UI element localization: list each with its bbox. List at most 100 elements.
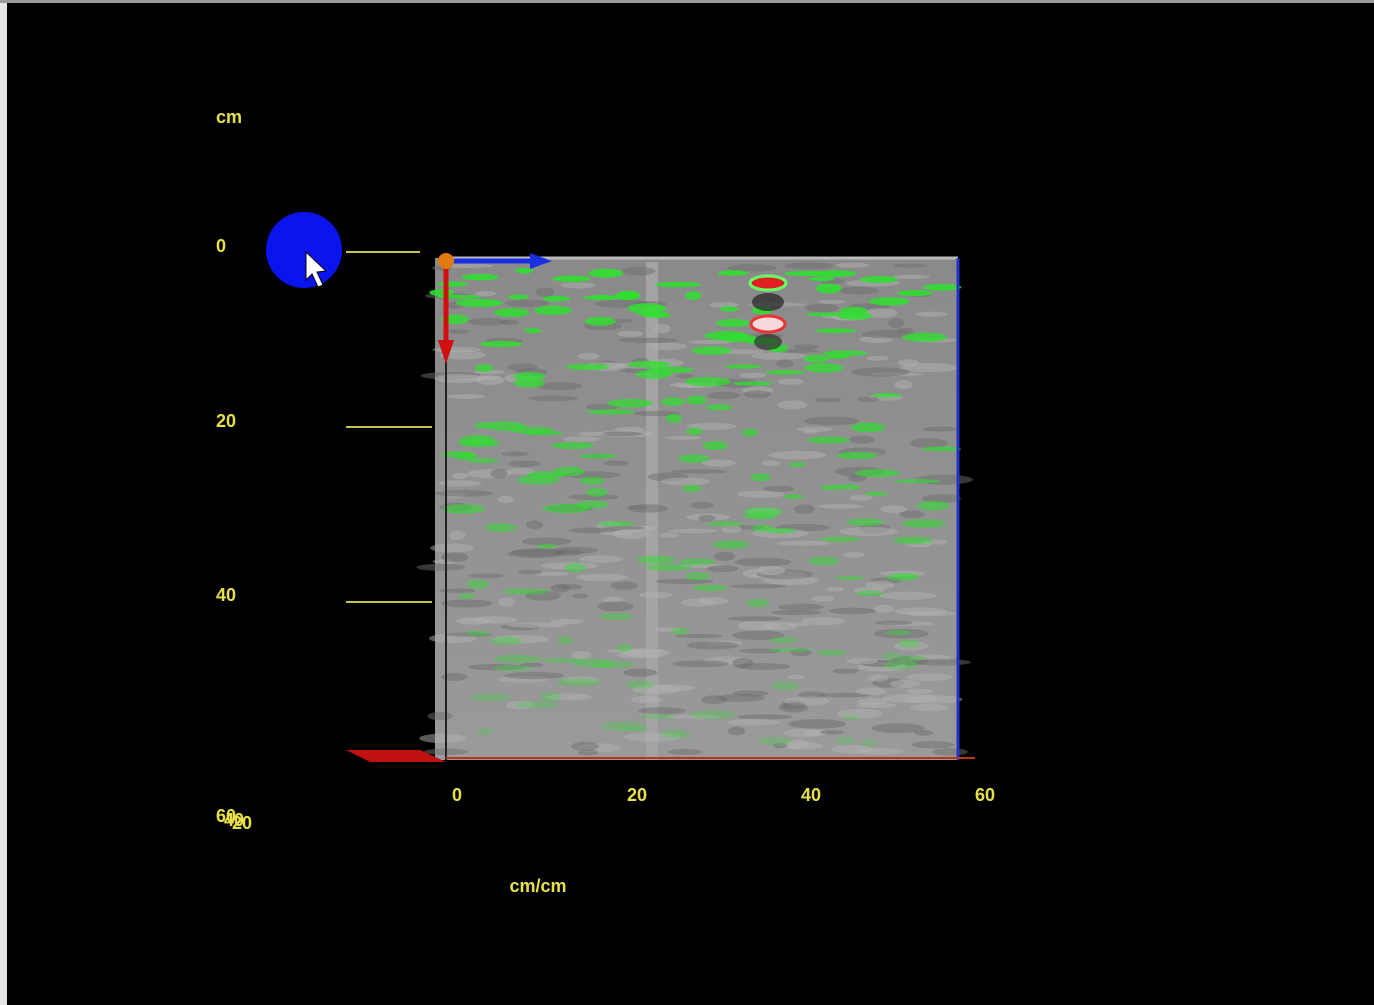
texture-band (441, 599, 493, 608)
texture-band (706, 565, 739, 573)
reflection-band (771, 681, 800, 691)
texture-band (508, 460, 541, 468)
texture-band (560, 282, 596, 289)
texture-band (805, 303, 840, 313)
texture-band (577, 352, 600, 360)
texture-band (562, 436, 601, 442)
texture-band (446, 394, 487, 399)
mouse-cursor (305, 250, 328, 288)
texture-band (736, 490, 785, 498)
texture-band (775, 359, 794, 368)
y-tick-label: 40 (216, 585, 236, 605)
reflection-band (898, 639, 920, 648)
reflection-band (884, 660, 919, 670)
reflection-band (524, 327, 542, 334)
texture-band (851, 367, 910, 377)
reflection-band (565, 363, 610, 371)
reflection-band (552, 275, 591, 282)
reflection-band (715, 318, 751, 328)
reflection-band (582, 295, 625, 300)
texture-band (585, 403, 618, 411)
reflection-band (764, 370, 806, 375)
texture-band (434, 373, 484, 384)
reflection-band (684, 572, 711, 581)
texture-band (601, 596, 623, 603)
texture-band (894, 607, 947, 616)
texture-band (467, 317, 508, 326)
reflection-band (469, 693, 511, 702)
reflection-band (746, 598, 770, 608)
texture-band (912, 658, 971, 666)
texture-band (638, 591, 673, 599)
reflection-band (627, 303, 667, 314)
x-tick-label: 40 (801, 785, 821, 805)
texture-band (672, 660, 729, 668)
texture-band (787, 719, 847, 729)
texture-band (776, 540, 832, 546)
reflection-band (551, 442, 595, 450)
texture-band (571, 741, 599, 751)
reflection-band (835, 575, 865, 581)
texture-band (521, 537, 572, 546)
texture-band (617, 330, 644, 338)
reflection-band (814, 328, 857, 334)
texture-band (441, 552, 469, 562)
texture-band (879, 570, 926, 577)
texture-band (777, 400, 808, 410)
texture-band (490, 468, 508, 479)
cursor-highlight (266, 212, 342, 288)
texture-band (655, 578, 714, 585)
reflection-band (540, 692, 562, 702)
reflection-band (588, 268, 624, 278)
texture-band (721, 524, 742, 534)
texture-band (905, 688, 934, 694)
texture-band (767, 450, 827, 460)
reflection-band (679, 558, 716, 566)
texture-band (874, 620, 914, 625)
texture-band (653, 323, 671, 334)
texture-band (855, 687, 887, 696)
reflection-band (597, 521, 635, 527)
texture-band (632, 684, 681, 695)
reflection-band (805, 312, 848, 317)
reflection-band (579, 453, 617, 459)
origin-ball (438, 253, 454, 269)
texture-band (686, 641, 739, 650)
texture-band (497, 495, 514, 504)
reflection-band (534, 305, 572, 316)
texture-band (894, 380, 913, 390)
texture-band (452, 472, 469, 480)
reflection-band (859, 275, 898, 283)
reflection-band (467, 458, 499, 464)
texture-band (910, 703, 949, 712)
texture-band (597, 601, 634, 612)
reflection-band (670, 627, 690, 635)
texture-band (444, 632, 492, 637)
reflection-band (515, 267, 534, 274)
x-unit: cm/cm (509, 876, 566, 896)
texture-band (880, 505, 907, 514)
texture-band (879, 591, 937, 600)
reflection-band (636, 311, 669, 316)
reflection-band (836, 451, 878, 460)
texture-band (533, 571, 570, 576)
texture-band (737, 714, 793, 720)
reflection-band (686, 427, 703, 435)
texture-band (610, 581, 638, 590)
texture-band (708, 391, 741, 400)
reflection-band (816, 283, 842, 294)
texture-band (845, 658, 879, 665)
reflection-band (502, 588, 550, 595)
texture-band (787, 674, 805, 680)
texture-band (874, 628, 929, 639)
texture-band (434, 490, 494, 497)
reflection-band (616, 726, 650, 731)
reflection-band (684, 377, 731, 387)
reflection-band (476, 728, 494, 735)
texture-band (836, 708, 883, 719)
texture-band (568, 494, 620, 500)
reflection-band (553, 466, 585, 477)
texture-band (911, 741, 955, 749)
